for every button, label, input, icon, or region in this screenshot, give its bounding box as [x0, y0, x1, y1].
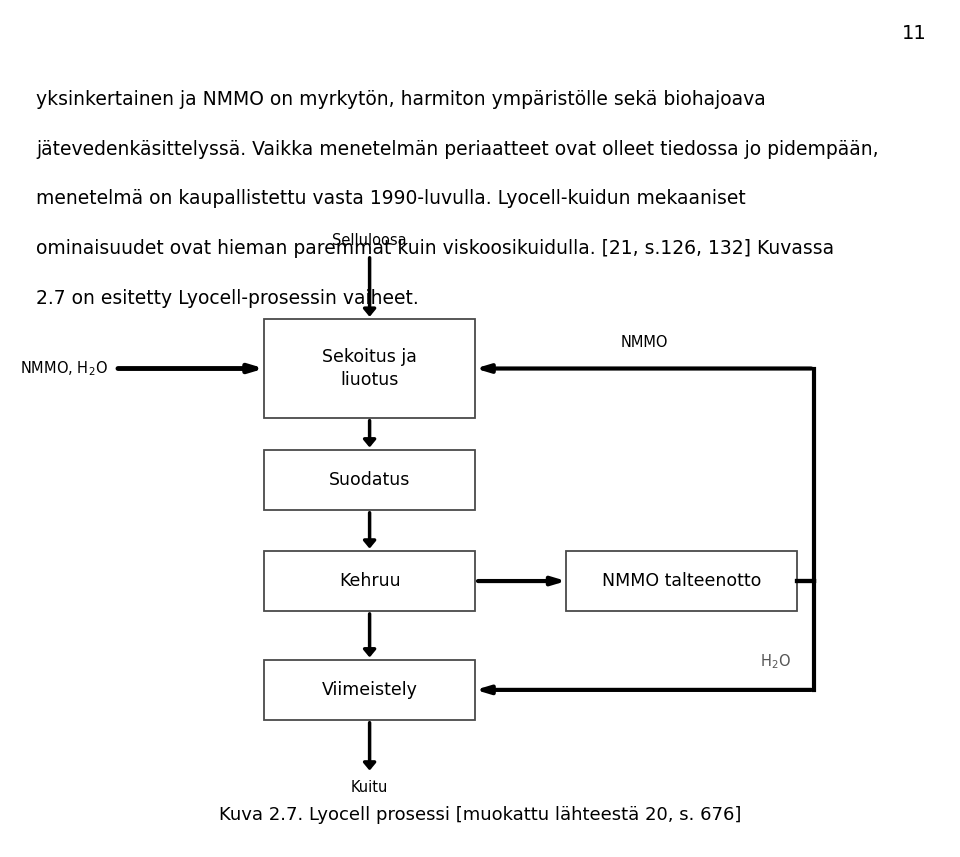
- Text: Selluloosa: Selluloosa: [332, 233, 407, 249]
- FancyBboxPatch shape: [264, 450, 475, 510]
- Text: Suodatus: Suodatus: [329, 470, 410, 489]
- Text: NMMO: NMMO: [621, 334, 668, 350]
- Text: H$_2$O: H$_2$O: [760, 652, 791, 671]
- Text: NMMO, H$_2$O: NMMO, H$_2$O: [19, 359, 108, 378]
- FancyBboxPatch shape: [566, 551, 797, 611]
- Text: NMMO talteenotto: NMMO talteenotto: [602, 572, 761, 590]
- Text: Kehruu: Kehruu: [339, 572, 400, 590]
- FancyBboxPatch shape: [264, 320, 475, 418]
- Text: Kuitu: Kuitu: [351, 780, 388, 795]
- Text: 11: 11: [901, 24, 926, 43]
- Text: Viimeistely: Viimeistely: [322, 680, 418, 699]
- FancyBboxPatch shape: [264, 551, 475, 611]
- Text: Kuva 2.7. Lyocell prosessi [muokattu lähteestä 20, s. 676]: Kuva 2.7. Lyocell prosessi [muokattu läh…: [219, 806, 741, 824]
- Text: yksinkertainen ja NMMO on myrkytön, harmiton ympäristölle sekä biohajoava: yksinkertainen ja NMMO on myrkytön, harm…: [36, 90, 766, 109]
- Text: Sekoitus ja
liuotus: Sekoitus ja liuotus: [323, 348, 417, 389]
- Text: ominaisuudet ovat hieman paremmat kuin viskoosikuidulla. [21, s.126, 132] Kuvass: ominaisuudet ovat hieman paremmat kuin v…: [36, 239, 834, 258]
- Text: jätevedenkäsittelyssä. Vaikka menetelmän periaatteet ovat olleet tiedossa jo pid: jätevedenkäsittelyssä. Vaikka menetelmän…: [36, 140, 879, 159]
- FancyBboxPatch shape: [264, 660, 475, 720]
- Text: menetelmä on kaupallistettu vasta 1990-luvulla. Lyocell-kuidun mekaaniset: menetelmä on kaupallistettu vasta 1990-l…: [36, 189, 746, 208]
- Text: 2.7 on esitetty Lyocell-prosessin vaiheet.: 2.7 on esitetty Lyocell-prosessin vaihee…: [36, 289, 420, 308]
